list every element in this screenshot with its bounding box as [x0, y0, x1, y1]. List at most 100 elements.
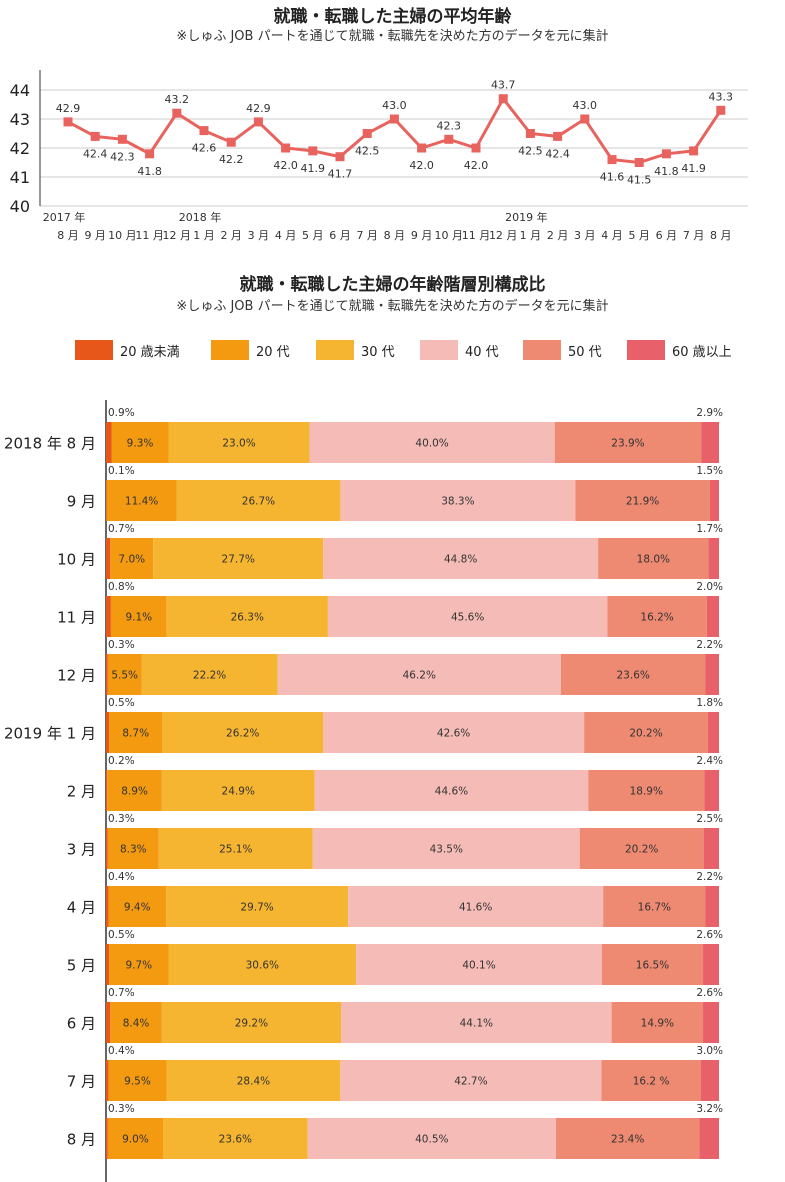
x-tick-label: 11 月: [135, 229, 164, 242]
legend-label: 50 代: [568, 344, 602, 360]
line-data-label: 42.4: [83, 147, 108, 160]
bar-segment: [707, 712, 719, 753]
line-point: [253, 117, 263, 127]
bar-segment: [703, 944, 719, 985]
line-point: [525, 129, 535, 138]
bar-value-label: 7.0%: [118, 554, 145, 566]
bar-segment: [110, 538, 154, 579]
bar-category-label: 3 月: [67, 841, 96, 859]
line-data-label: 41.8: [137, 165, 162, 178]
x-tick-label: 4 月: [601, 229, 623, 242]
bar-segment: [708, 538, 719, 579]
bar-over60-label: 2.5%: [696, 813, 723, 825]
bar-segment: [106, 1002, 111, 1043]
bar-value-label: 44.1%: [460, 1018, 493, 1030]
bar-segment: [705, 654, 719, 695]
bar-segment: [555, 1118, 700, 1159]
bar-value-label: 8.4%: [123, 1018, 150, 1030]
line-point: [580, 114, 590, 124]
bar-segment: [111, 422, 169, 463]
bar-segment: [108, 886, 167, 927]
bar-segment: [327, 596, 608, 637]
line-data-label: 41.6: [600, 171, 625, 184]
bar-category-label: 12 月: [57, 667, 96, 685]
line-data-label: 42.0: [273, 159, 298, 172]
bar-value-label: 23.4%: [611, 1134, 644, 1146]
legend-item: 20 代: [211, 339, 290, 361]
line-point: [335, 152, 345, 162]
bar-value-label: 16.2%: [640, 612, 673, 624]
bar-value-label: 9.1%: [125, 612, 152, 624]
legend-swatch: [75, 340, 113, 360]
bar-segment: [153, 538, 324, 579]
x-tick-label: 1 月: [520, 229, 542, 242]
bar-value-label: 11.4%: [125, 496, 158, 508]
bar-segment: [106, 480, 107, 521]
bar-under20-label: 0.3%: [108, 639, 135, 651]
x-tick-label: 3 月: [574, 229, 596, 242]
bar-value-label: 8.9%: [121, 786, 148, 798]
line-point: [607, 155, 617, 165]
bar-value-label: 26.3%: [231, 612, 264, 624]
line-point: [389, 114, 399, 124]
line-data-label: 42.5: [518, 145, 543, 158]
line-data-label: 41.8: [654, 165, 679, 178]
bar-segment: [705, 886, 719, 927]
x-tick-label: 2 月: [220, 229, 242, 242]
bar-segment: [176, 480, 341, 521]
bar-segment: [109, 944, 169, 985]
bar-under20-label: 0.7%: [108, 987, 135, 999]
line-point: [471, 143, 481, 153]
legend-item: 40 代: [420, 339, 499, 361]
bar-category-label: 6 月: [67, 1015, 96, 1033]
bar-under20-label: 0.1%: [108, 465, 135, 477]
bar-segment: [309, 422, 555, 463]
bar-over60-label: 1.7%: [696, 523, 723, 535]
bar-segment: [106, 1060, 109, 1101]
line-point: [199, 126, 209, 136]
bar-segment: [323, 538, 599, 579]
bar-segment: [340, 1060, 602, 1101]
bar-category-label: 2 月: [67, 783, 96, 801]
legend-label: 20 歳未満: [120, 344, 180, 360]
bar-segment: [110, 596, 167, 637]
bar-category-label: 7 月: [67, 1073, 96, 1091]
legend-item: 20 歳未満: [75, 339, 180, 361]
x-tick-label: 7 月: [683, 229, 705, 242]
y-tick-label: 44: [10, 81, 30, 100]
bar-value-label: 14.9%: [641, 1018, 674, 1030]
bar-value-label: 40.0%: [415, 438, 448, 450]
line-point: [498, 94, 508, 104]
legend-swatch: [316, 340, 354, 360]
bar-value-label: 42.7%: [454, 1076, 487, 1088]
x-tick-label: 1 月: [193, 229, 215, 242]
line-point: [63, 117, 73, 127]
bar-under20-label: 0.9%: [108, 407, 135, 419]
line-data-label: 42.5: [355, 145, 380, 158]
line-point: [281, 143, 291, 153]
bar-segment: [603, 886, 706, 927]
bar-segment: [312, 828, 580, 869]
bar-segment: [106, 480, 177, 521]
x-tick-label: 10 月: [108, 229, 137, 242]
bar-segment: [601, 1060, 701, 1101]
bar-segment: [341, 1002, 612, 1043]
legend-item: 60 歳以上: [627, 339, 732, 361]
bar-value-label: 9.7%: [125, 960, 152, 972]
line-data-label: 43.2: [165, 93, 190, 106]
bar-segment: [168, 422, 310, 463]
y-tick-label: 43: [10, 110, 30, 129]
bar-segment: [277, 654, 561, 695]
x-tick-label: 7 月: [356, 229, 378, 242]
bar-segment: [107, 654, 142, 695]
bar-category-label: 8 月: [67, 1131, 96, 1149]
bar-under20-label: 0.3%: [108, 1103, 135, 1115]
x-tick-label: 9 月: [411, 229, 433, 242]
bar-value-label: 42.6%: [437, 728, 470, 740]
line-point: [90, 131, 100, 141]
x-tick-label: 4 月: [275, 229, 297, 242]
bar-segment: [161, 1002, 342, 1043]
legend-label: 20 代: [256, 344, 290, 360]
bar-value-label: 45.6%: [451, 612, 484, 624]
line-point: [417, 143, 427, 153]
